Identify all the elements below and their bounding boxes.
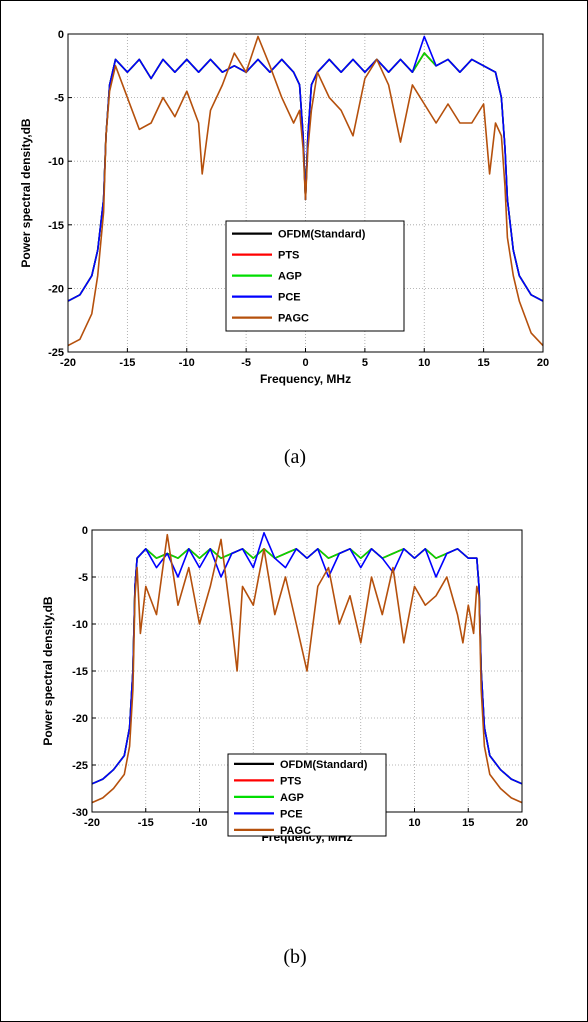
x-tick-label: 15 — [462, 817, 474, 829]
y-tick-label: -5 — [54, 93, 64, 105]
x-tick-label: -15 — [138, 817, 154, 829]
x-tick-label: -5 — [241, 357, 251, 369]
x-tick-label: 0 — [302, 357, 308, 369]
caption-a: (a) — [283, 446, 307, 468]
x-tick-label: -15 — [119, 357, 135, 369]
y-tick-label: -5 — [78, 572, 88, 584]
legend-box — [227, 753, 387, 837]
series-line-pagc — [91, 533, 523, 804]
y-tick-label: -20 — [72, 713, 88, 725]
y-axis-label: Power spectral density,dB — [41, 596, 55, 745]
x-tick-label: 10 — [418, 357, 430, 369]
caption-b: (b) — [283, 946, 307, 968]
legend-entry: PCE — [280, 808, 303, 820]
legend-entry: OFDM(Standard) — [280, 759, 368, 771]
x-tick-label: 15 — [478, 357, 490, 369]
legend-entry: AGP — [278, 271, 302, 283]
legend-entry: AGP — [280, 792, 304, 804]
y-tick-label: -10 — [72, 619, 88, 631]
x-tick-label: -10 — [179, 357, 195, 369]
y-tick-label: -10 — [48, 156, 64, 168]
y-tick-label: -15 — [48, 220, 64, 232]
x-tick-label: -20 — [84, 817, 100, 829]
x-tick-label: 5 — [362, 357, 368, 369]
y-tick-label: 0 — [58, 29, 64, 41]
legend-entry: PCE — [278, 292, 301, 304]
legend-entry: PAGC — [280, 825, 311, 837]
legend-entry: PAGC — [278, 313, 309, 325]
y-tick-label: -15 — [72, 666, 88, 678]
x-axis-label: Frequency, MHz — [260, 372, 351, 386]
y-tick-label: -30 — [72, 807, 88, 819]
legend-entry: OFDM(Standard) — [278, 229, 366, 241]
y-tick-label: -25 — [48, 347, 64, 359]
y-tick-label: 0 — [82, 525, 88, 537]
x-tick-label: -10 — [192, 817, 208, 829]
y-tick-label: -20 — [48, 283, 64, 295]
y-tick-label: -25 — [72, 760, 88, 772]
legend-entry: PTS — [280, 775, 301, 787]
series-line-pce — [91, 531, 523, 785]
x-tick-label: 20 — [537, 357, 549, 369]
x-tick-label: 20 — [516, 817, 528, 829]
x-tick-label: 10 — [408, 817, 420, 829]
x-tick-label: -20 — [60, 357, 76, 369]
series-line-pagc — [67, 35, 544, 347]
y-axis-label: Power spectral density,dB — [19, 118, 33, 267]
legend-entry: PTS — [278, 250, 299, 262]
